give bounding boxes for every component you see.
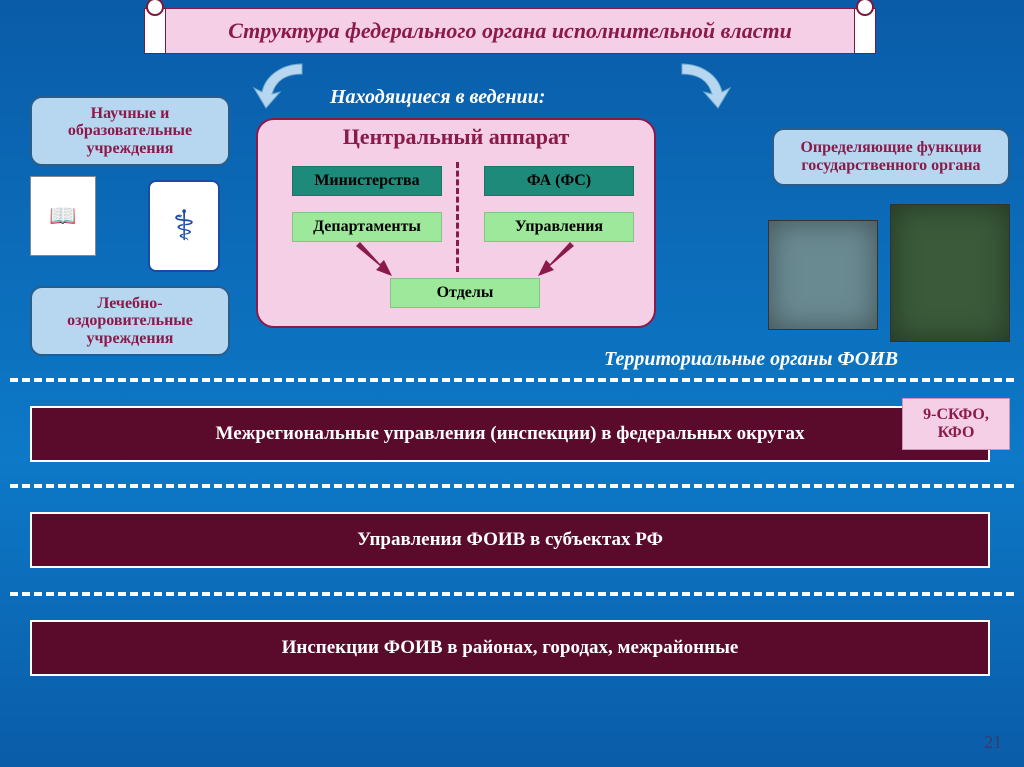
subtitle-text: Находящиеся в ведении: [330, 86, 545, 109]
badge-skfo-kfo-text: 9-СКФО, КФО [909, 406, 1003, 441]
bar-interregional: Межрегиональные управления (инспекции) в… [30, 406, 990, 462]
curved-arrow-left [250, 58, 320, 114]
pharmacy-icon: ⚕ [148, 180, 220, 272]
left-box-scientific-text: Научные и образовательные учреждения [38, 105, 222, 158]
left-box-medical: Лечебно-оздоровительные учреждения [30, 286, 230, 356]
box-sections-text: Отделы [437, 284, 494, 302]
title-banner: Структура федерального органа исполнител… [160, 8, 860, 54]
divider-dashed-2 [10, 484, 1014, 488]
arrow-dept-to-sections [350, 242, 400, 282]
bar-inspections: Инспекции ФОИВ в районах, городах, межра… [30, 620, 990, 676]
book-icon: 📖 [30, 176, 96, 256]
box-departments: Департаменты [292, 212, 442, 242]
bar-subjects-text: Управления ФОИВ в субъектах РФ [357, 529, 663, 551]
divider-dashed-3 [10, 592, 1014, 596]
left-box-medical-text: Лечебно-оздоровительные учреждения [38, 295, 222, 348]
center-divider-dashed [456, 162, 459, 272]
left-box-scientific: Научные и образовательные учреждения [30, 96, 230, 166]
box-directorates: Управления [484, 212, 634, 242]
bar-inspections-text: Инспекции ФОИВ в районах, городах, межра… [282, 637, 739, 659]
right-box-functions-text: Определяющие функции государственного ор… [780, 139, 1002, 174]
curved-arrow-right [664, 58, 734, 114]
divider-dashed-1 [10, 378, 1014, 382]
photo-right [890, 204, 1010, 342]
box-sections: Отделы [390, 278, 540, 308]
territorial-label: Территориальные органы ФОИВ [604, 348, 898, 371]
page-number: 21 [984, 732, 1002, 753]
bar-subjects: Управления ФОИВ в субъектах РФ [30, 512, 990, 568]
box-ministries: Министерства [292, 166, 442, 196]
box-fa-fs-text: ФА (ФС) [527, 172, 591, 190]
central-apparatus-title: Центральный аппарат [256, 124, 656, 150]
title-text: Структура федерального органа исполнител… [228, 18, 792, 44]
photo-left [768, 220, 878, 330]
box-fa-fs: ФА (ФС) [484, 166, 634, 196]
box-departments-text: Департаменты [313, 218, 421, 236]
arrow-dir-to-sections [530, 242, 580, 282]
box-directorates-text: Управления [515, 218, 603, 236]
bar-interregional-text: Межрегиональные управления (инспекции) в… [216, 423, 805, 445]
right-box-functions: Определяющие функции государственного ор… [772, 128, 1010, 186]
badge-skfo-kfo: 9-СКФО, КФО [902, 398, 1010, 450]
box-ministries-text: Министерства [314, 172, 419, 190]
slide-root: Структура федерального органа исполнител… [0, 0, 1024, 767]
